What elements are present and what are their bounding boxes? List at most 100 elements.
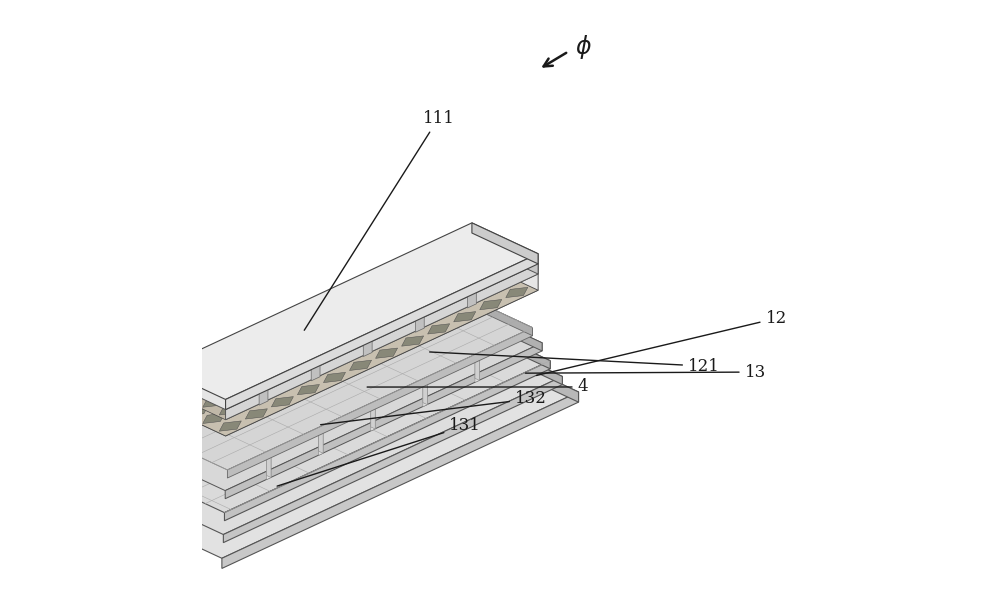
Polygon shape (203, 397, 225, 407)
Polygon shape (316, 306, 382, 363)
Polygon shape (238, 365, 260, 376)
Polygon shape (472, 310, 542, 351)
Polygon shape (426, 287, 435, 291)
Polygon shape (386, 303, 395, 319)
Polygon shape (462, 250, 468, 263)
Polygon shape (314, 380, 323, 385)
Polygon shape (262, 404, 271, 408)
Polygon shape (391, 314, 397, 327)
Polygon shape (371, 358, 375, 431)
Polygon shape (366, 356, 375, 360)
Polygon shape (423, 332, 427, 405)
Polygon shape (240, 394, 249, 398)
Polygon shape (323, 373, 346, 383)
Polygon shape (119, 344, 579, 559)
Polygon shape (238, 381, 260, 392)
Polygon shape (339, 341, 345, 354)
Polygon shape (248, 361, 270, 371)
Polygon shape (159, 233, 538, 410)
Polygon shape (379, 311, 383, 384)
Polygon shape (297, 370, 301, 443)
Polygon shape (411, 316, 433, 327)
Polygon shape (410, 277, 416, 290)
Polygon shape (135, 335, 562, 535)
Polygon shape (475, 307, 479, 380)
Polygon shape (402, 320, 424, 330)
Polygon shape (401, 321, 405, 395)
Polygon shape (462, 253, 468, 266)
Polygon shape (496, 269, 501, 281)
Text: 13: 13 (525, 364, 766, 380)
Polygon shape (456, 248, 478, 258)
Polygon shape (463, 276, 485, 286)
Polygon shape (264, 353, 286, 363)
Polygon shape (470, 298, 533, 335)
Polygon shape (229, 385, 251, 395)
Text: 123: 123 (0, 597, 1, 598)
Polygon shape (359, 324, 381, 334)
Polygon shape (437, 304, 459, 314)
Polygon shape (371, 356, 375, 429)
Text: $\phi$: $\phi$ (575, 33, 591, 62)
Polygon shape (438, 278, 447, 294)
Polygon shape (245, 394, 249, 467)
Polygon shape (235, 387, 241, 400)
Polygon shape (431, 287, 435, 360)
Polygon shape (489, 280, 511, 290)
Polygon shape (224, 361, 550, 521)
Polygon shape (428, 324, 450, 334)
Polygon shape (333, 352, 355, 363)
Polygon shape (165, 298, 533, 470)
Polygon shape (271, 396, 293, 407)
Polygon shape (454, 312, 476, 322)
Polygon shape (476, 344, 579, 402)
Polygon shape (254, 347, 260, 360)
Polygon shape (319, 382, 323, 455)
Polygon shape (391, 317, 397, 329)
Text: 132: 132 (321, 390, 547, 425)
Polygon shape (248, 347, 260, 353)
Polygon shape (447, 284, 469, 294)
Polygon shape (300, 337, 322, 347)
Polygon shape (327, 337, 331, 410)
Polygon shape (454, 295, 476, 306)
Polygon shape (385, 314, 397, 319)
Polygon shape (421, 280, 443, 290)
Polygon shape (344, 346, 353, 350)
Text: 12: 12 (536, 310, 787, 376)
Polygon shape (430, 276, 452, 286)
Polygon shape (385, 312, 407, 322)
Polygon shape (474, 335, 562, 385)
Polygon shape (401, 324, 405, 396)
Polygon shape (463, 292, 485, 302)
Polygon shape (270, 359, 279, 364)
Polygon shape (453, 297, 457, 370)
Polygon shape (212, 393, 234, 404)
Polygon shape (292, 370, 301, 374)
Polygon shape (480, 300, 502, 310)
Polygon shape (404, 272, 426, 282)
Polygon shape (349, 346, 353, 419)
Polygon shape (219, 421, 241, 431)
Polygon shape (255, 389, 277, 399)
Polygon shape (395, 309, 417, 319)
Polygon shape (222, 392, 579, 569)
Polygon shape (211, 355, 278, 411)
Polygon shape (322, 335, 331, 340)
Polygon shape (196, 386, 218, 396)
Polygon shape (506, 287, 528, 298)
Polygon shape (378, 285, 400, 295)
Polygon shape (404, 288, 426, 299)
Polygon shape (203, 413, 225, 423)
Polygon shape (230, 376, 239, 392)
Polygon shape (264, 330, 330, 388)
Polygon shape (428, 307, 450, 318)
Polygon shape (307, 365, 329, 375)
Polygon shape (297, 385, 319, 395)
Polygon shape (196, 370, 218, 380)
Polygon shape (339, 338, 345, 351)
Polygon shape (418, 332, 427, 335)
Polygon shape (352, 297, 374, 307)
Polygon shape (227, 328, 533, 478)
Polygon shape (222, 357, 244, 368)
